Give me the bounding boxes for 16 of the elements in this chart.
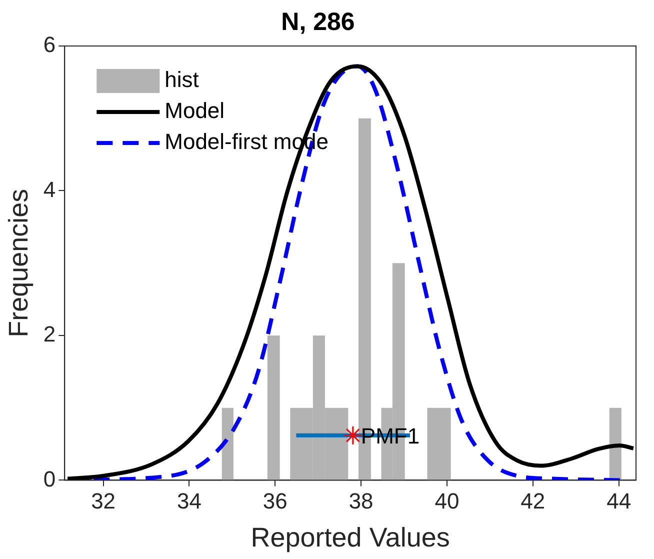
y-tick-label: 4 — [43, 176, 56, 202]
x-axis-title: Reported Values — [250, 522, 450, 552]
x-tick-label: 34 — [176, 488, 202, 514]
y-tick-label: 0 — [43, 466, 56, 492]
chart-title: N, 286 — [281, 8, 355, 36]
y-tick-label: 2 — [43, 322, 56, 347]
y-tick-label: 6 — [43, 32, 56, 58]
y-axis-title: Frequencies — [4, 188, 34, 338]
x-tick-label: 44 — [606, 488, 632, 514]
x-tick-label: 38 — [348, 488, 374, 514]
legend-label: hist — [164, 67, 199, 92]
x-tick-label: 32 — [91, 488, 116, 514]
x-tick-label: 36 — [262, 488, 288, 514]
x-tick-label: 40 — [434, 488, 460, 514]
x-tick-label: 42 — [520, 488, 546, 514]
legend-label: Model — [164, 98, 225, 124]
